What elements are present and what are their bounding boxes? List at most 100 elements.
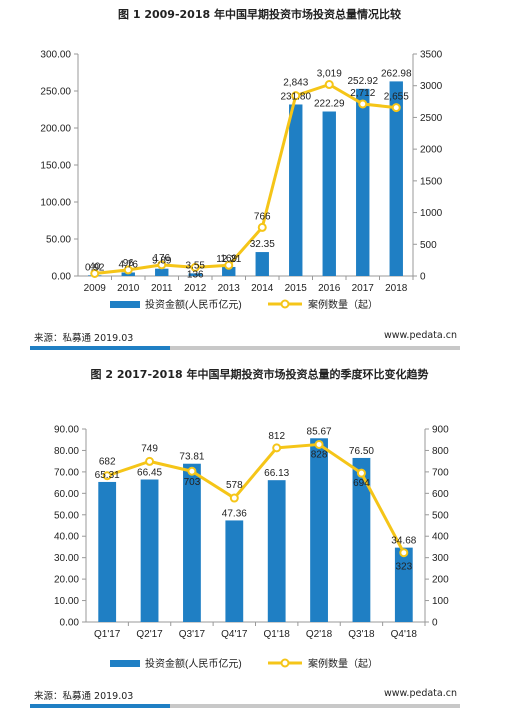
chart2-bar (183, 463, 201, 622)
chart2-bar (394, 547, 413, 622)
chart1-line-point (123, 265, 133, 275)
chart1-source: 来源：私募通 2019.03 (34, 333, 134, 344)
chart1-x-tick-label: 2013 (218, 283, 241, 294)
chart1-y-right-tick-label: 1000 (420, 208, 443, 219)
chart1-line-point (224, 260, 234, 270)
chart2-line-point (145, 456, 155, 466)
chart1-y-right-tick-label: 0 (420, 272, 426, 283)
chart2-y-right-tick-label: 900 (432, 425, 449, 436)
chart1-y-right-tick-label: 3500 (420, 50, 443, 61)
chart2-y-right-tick-label: 400 (432, 532, 449, 543)
chart1-line-point (257, 222, 267, 232)
chart1-line-data-label: 169 (220, 253, 237, 264)
chart2-y-right-tick-label: 500 (432, 510, 449, 521)
chart1-line-data-label: 136 (187, 269, 204, 280)
chart1-series-line (94, 83, 397, 275)
chart1-bar-data-label: 12.21 (216, 254, 241, 265)
chart1-line-data-label: 40 (89, 261, 101, 272)
chart1-line-data-label: 2,712 (350, 88, 375, 99)
chart2-y-left-tick-label: 20.00 (54, 575, 79, 586)
chart2-line-data-label: 703 (184, 477, 201, 488)
chart1-bar-data-label: 0.92 (85, 262, 105, 273)
chart2-title: 图 2 2017-2018 年中国早期投资市场投资总量的季度环比变化趋势 (90, 368, 429, 381)
chart2-y-left-tick-label: 50.00 (54, 510, 79, 521)
chart1-y-right-tick-label: 2500 (420, 113, 443, 124)
chart2-bar-data-label: 66.13 (264, 468, 289, 479)
chart1-x-tick-label: 2014 (251, 283, 274, 294)
chart2-source: 来源：私募通 2019.03 (34, 691, 134, 702)
chart2-line-point (102, 471, 112, 481)
chart1-line-data-label: 3,019 (317, 69, 342, 80)
chart1-bar-data-label: 32.35 (250, 239, 275, 250)
chart2-y-right-tick-label: 700 (432, 467, 449, 478)
chart2-y-right-tick-label: 0 (432, 618, 438, 629)
chart1-y-right-tick-label: 2000 (420, 145, 443, 156)
chart1-bar (255, 252, 269, 276)
chart2-line-data-label: 828 (311, 449, 328, 460)
chart2-line-point (272, 443, 282, 453)
chart2-y-left-tick-label: 90.00 (54, 425, 79, 436)
chart2-site[interactable]: www.pedata.cn (384, 688, 457, 699)
chart2-y-left-tick-label: 0.00 (60, 618, 80, 629)
chart1-footer-strip-accent (30, 346, 170, 350)
chart1-bar (389, 81, 403, 276)
chart2-x-tick-label: Q3'17 (179, 629, 206, 640)
chart1-title: 图 1 2009-2018 年中国早期投资市场投资总量情况比较 (118, 8, 401, 21)
chart2-line-point (187, 466, 197, 476)
chart1-x-tick-label: 2011 (151, 283, 173, 294)
chart2-x-tick-label: Q1'17 (94, 629, 121, 640)
chart1-line-point (190, 262, 200, 272)
chart2-footer-strip (30, 704, 460, 708)
chart1-x-tick-label: 2017 (352, 283, 375, 294)
chart1-bar (155, 268, 169, 276)
chart1-y-left-tick-label: 100.00 (40, 198, 71, 209)
chart2-line-data-label: 812 (268, 431, 285, 442)
chart1-y-left-tick-label: 200.00 (40, 124, 71, 135)
chart2-bar-data-label: 76.50 (349, 446, 374, 457)
chart1-svg: 0.00 50.00 100.00 150.00 200.00 250.00 300.00 0… (40, 50, 443, 312)
chart2-legend-line-label: 案例数量（起） (308, 657, 378, 670)
chart2-y-right-tick-label: 800 (432, 446, 449, 457)
chart2-bar (352, 457, 371, 622)
chart2-bar (98, 481, 117, 622)
chart1-legend-bar-label: 投资金额(人民币亿元) (145, 298, 242, 311)
chart1-line-data-label: 176 (153, 253, 170, 264)
chart1-line-point (391, 103, 401, 113)
chart1-site[interactable]: www.pedata.cn (384, 330, 457, 341)
chart2-x-tick-label: Q2'18 (306, 629, 333, 640)
chart2-y-right-tick-label: 300 (432, 553, 449, 564)
chart2-y-left-tick-label: 30.00 (54, 553, 79, 564)
chart1-bar-data-label: 262.98 (381, 68, 412, 79)
chart2-x-tick-label: Q3'18 (348, 629, 375, 640)
chart1-bar-data-label: 4.76 (119, 259, 139, 270)
chart2-line-point (314, 439, 324, 449)
chart1-bar-data-label: 231.80 (280, 91, 311, 102)
chart2-x-tick-label: Q2'17 (136, 629, 163, 640)
chart1-y-right-tick-label: 3000 (420, 81, 443, 92)
chart2-svg: 0.00 10.00 20.00 30.00 40.00 50.00 60.00 70.00 8… (54, 425, 449, 671)
chart1-legend-line-marker (280, 299, 290, 309)
chart1-bar (289, 104, 303, 276)
chart2-bar-data-label: 47.36 (222, 508, 247, 519)
chart2-y-right-tick-label: 100 (432, 596, 449, 607)
chart1-y-left-tick-label: 150.00 (40, 161, 71, 172)
chart1-line-data-label: 766 (254, 211, 271, 222)
chart1-y-left-tick-label: 0.00 (52, 272, 72, 283)
chart1-line-point (358, 99, 368, 109)
chart2-x-tick-label: Q1'18 (264, 629, 291, 640)
chart1-legend-line-label: 案例数量（起） (308, 298, 378, 311)
chart1-footer-strip (30, 346, 460, 350)
chart2-bar-data-label: 34.68 (391, 536, 416, 547)
chart2-line-data-label: 578 (226, 480, 243, 491)
chart1-x-tick-label: 2009 (84, 283, 107, 294)
chart1-legend-bar-swatch (110, 301, 140, 308)
chart2-y-left-tick-label: 60.00 (54, 489, 79, 500)
chart1-line-point (90, 268, 100, 278)
chart1-bar (222, 266, 236, 276)
chart2-line-data-label: 749 (141, 443, 158, 454)
chart1-bar (322, 111, 336, 276)
chart1-bar-data-label: 222.29 (314, 99, 345, 110)
chart2-y-left-tick-label: 70.00 (54, 467, 79, 478)
chart2-line-data-label: 694 (353, 478, 370, 489)
chart2-legend-line-marker (280, 658, 290, 668)
